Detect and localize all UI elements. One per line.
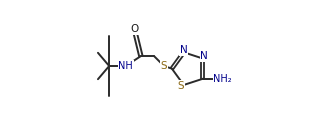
Text: S: S (178, 81, 184, 91)
Text: NH₂: NH₂ (213, 74, 232, 84)
Text: N: N (180, 45, 188, 55)
Text: S: S (161, 61, 167, 71)
Text: NH: NH (118, 61, 133, 71)
Text: N: N (200, 51, 208, 61)
Text: O: O (130, 24, 138, 34)
